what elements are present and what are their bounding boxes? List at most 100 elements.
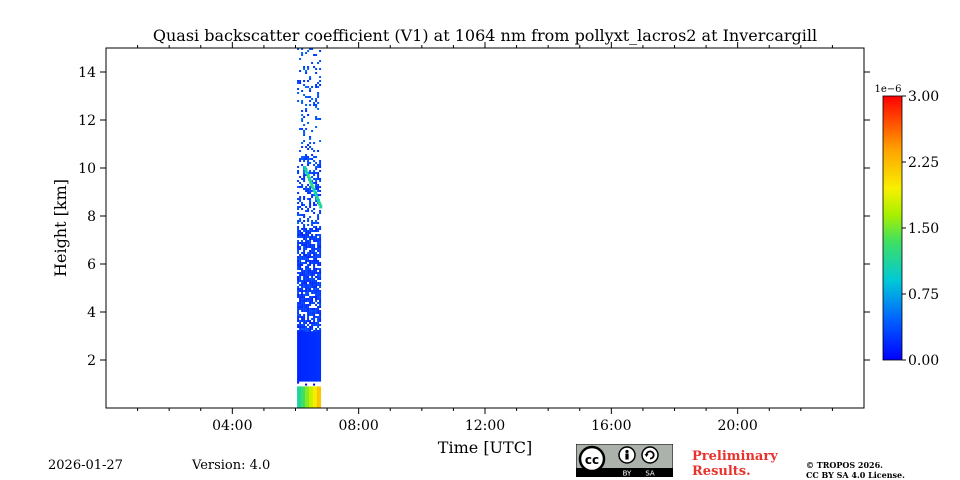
heatmap-cell bbox=[297, 282, 300, 284]
heatmap-cell bbox=[307, 210, 310, 212]
heatmap-cell bbox=[305, 154, 308, 156]
heatmap-cell bbox=[307, 148, 310, 150]
heatmap-cell bbox=[303, 244, 306, 246]
heatmap-cell bbox=[311, 280, 314, 282]
heatmap-cell bbox=[315, 256, 318, 258]
heatmap-cell bbox=[303, 252, 306, 254]
heatmap-cell bbox=[307, 188, 310, 190]
heatmap-cell bbox=[313, 240, 316, 242]
heatmap-cell bbox=[299, 322, 302, 324]
heatmap-cell bbox=[305, 96, 308, 98]
heatmap-cell bbox=[319, 84, 322, 86]
heatmap-cell bbox=[319, 282, 322, 284]
heatmap-cell bbox=[301, 54, 304, 56]
heatmap-cell bbox=[307, 288, 310, 290]
heatmap-cell bbox=[315, 272, 318, 274]
heatmap-cell bbox=[303, 328, 306, 330]
heatmap-cell bbox=[303, 300, 306, 302]
heatmap-cell bbox=[303, 132, 306, 134]
heatmap-cell bbox=[299, 254, 302, 256]
heatmap-cell bbox=[297, 256, 300, 258]
heatmap-cell bbox=[315, 86, 318, 88]
heatmap-cell bbox=[299, 304, 302, 306]
heatmap-cell bbox=[307, 198, 310, 200]
x-tick-label: 16:00 bbox=[591, 418, 631, 434]
heatmap-cell bbox=[319, 240, 322, 242]
sa-arrow-head bbox=[644, 454, 649, 457]
heatmap-cell bbox=[311, 300, 314, 302]
heatmap-cell bbox=[299, 128, 302, 130]
heatmap-cell bbox=[299, 280, 302, 282]
heatmap-cell bbox=[297, 258, 300, 260]
heatmap-cell bbox=[311, 276, 314, 278]
heatmap-cell bbox=[303, 134, 306, 136]
heatmap-cell bbox=[301, 244, 304, 246]
heatmap-cell bbox=[297, 246, 300, 248]
heatmap-cell bbox=[305, 268, 308, 270]
heatmap-cell bbox=[307, 184, 310, 186]
heatmap-cell bbox=[317, 96, 320, 98]
heatmap-cell bbox=[313, 244, 316, 246]
heatmap-cell bbox=[317, 172, 320, 174]
heatmap-cell bbox=[301, 48, 304, 50]
heatmap-cell bbox=[297, 220, 300, 222]
heatmap-cell bbox=[313, 330, 316, 332]
heatmap-cell bbox=[303, 250, 306, 252]
chart-title: Quasi backscatter coefficient (V1) at 10… bbox=[153, 26, 817, 45]
heatmap-cell bbox=[315, 104, 318, 106]
heatmap-cell bbox=[315, 304, 318, 306]
heatmap-cell bbox=[307, 256, 310, 258]
heatmap-cell bbox=[309, 320, 312, 322]
heatmap-cell bbox=[301, 118, 304, 120]
heatmap-cell bbox=[299, 218, 302, 220]
heatmap-cell bbox=[301, 296, 304, 298]
heatmap-cell bbox=[317, 186, 320, 188]
heatmap-cell bbox=[313, 246, 316, 248]
heatmap-cell bbox=[307, 330, 310, 332]
heatmap-cell bbox=[319, 324, 322, 326]
heatmap-cell bbox=[303, 284, 306, 286]
heatmap-cell bbox=[311, 312, 314, 314]
heatmap-cell bbox=[311, 328, 314, 330]
heatmap-cell bbox=[303, 94, 306, 96]
heatmap-cell bbox=[319, 256, 322, 258]
heatmap-cell bbox=[307, 144, 310, 146]
heatmap-cell bbox=[303, 180, 306, 182]
heatmap-cell bbox=[301, 100, 304, 102]
heatmap-cell bbox=[301, 186, 304, 188]
heatmap-cell bbox=[313, 324, 316, 326]
heatmap-cell bbox=[312, 386, 318, 408]
heatmap-cell bbox=[319, 286, 322, 288]
heatmap-cell bbox=[297, 288, 300, 290]
footer-date: 2026-01-27 bbox=[48, 458, 123, 473]
heatmap-cell bbox=[297, 268, 300, 270]
heatmap-cell bbox=[309, 312, 312, 314]
heatmap-cell bbox=[317, 174, 320, 176]
cloud-cell bbox=[315, 196, 319, 201]
heatmap-cell bbox=[303, 234, 306, 236]
heatmap-cell bbox=[317, 164, 320, 166]
heatmap-cell bbox=[319, 276, 322, 278]
heatmap-cell bbox=[319, 178, 322, 180]
heatmap-cell bbox=[299, 70, 302, 72]
heatmap-cell bbox=[319, 226, 322, 228]
heatmap-cell bbox=[309, 304, 312, 306]
heatmap-cell bbox=[305, 258, 308, 260]
heatmap-cell bbox=[305, 256, 308, 258]
heatmap-cell bbox=[313, 282, 316, 284]
heatmap-cell bbox=[309, 100, 312, 102]
heatmap-cell bbox=[319, 318, 322, 320]
heatmap-cell bbox=[303, 254, 306, 256]
heatmap-cell bbox=[317, 178, 320, 180]
heatmap-cell bbox=[317, 240, 320, 242]
heatmap-cell bbox=[311, 314, 314, 316]
heatmap-cell bbox=[307, 252, 310, 254]
heatmap-cell bbox=[317, 244, 320, 246]
heatmap-cell bbox=[303, 302, 306, 304]
heatmap-cell bbox=[307, 224, 310, 226]
heatmap-cell bbox=[311, 252, 314, 254]
heatmap-cell bbox=[307, 190, 310, 192]
heatmap-cell bbox=[301, 280, 304, 282]
heatmap-cell bbox=[305, 383, 308, 386]
heatmap-cell bbox=[299, 328, 302, 330]
